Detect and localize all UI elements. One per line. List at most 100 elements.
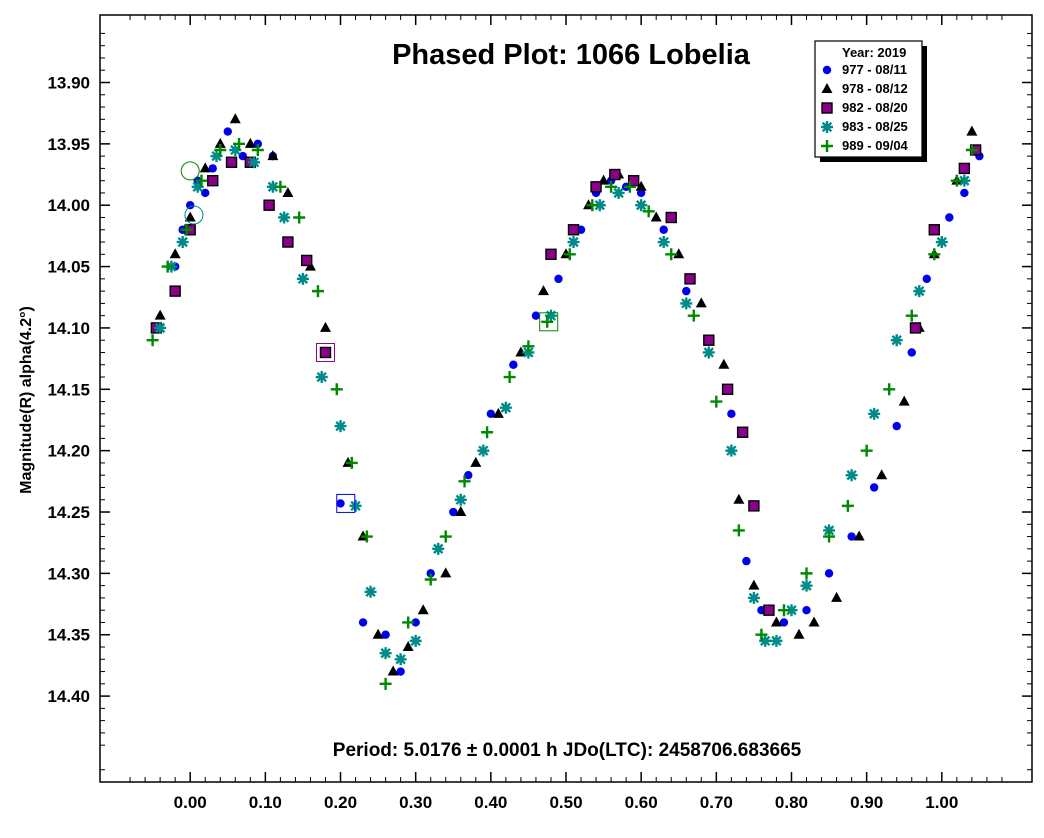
y-tick-label: 14.30 xyxy=(47,564,90,583)
data-point xyxy=(537,285,549,296)
data-point xyxy=(868,407,881,420)
data-point xyxy=(779,618,789,627)
data-point xyxy=(928,224,940,236)
plus-marker xyxy=(841,499,854,512)
data-point xyxy=(319,346,332,359)
data-point xyxy=(440,567,452,578)
data-point xyxy=(695,297,707,308)
data-point xyxy=(702,346,715,359)
data-point xyxy=(300,254,313,267)
data-point xyxy=(800,579,813,592)
legend-marker xyxy=(822,65,832,75)
data-point xyxy=(636,188,646,198)
triangle-marker xyxy=(853,530,865,541)
data-point xyxy=(823,524,836,537)
data-point xyxy=(687,309,700,322)
asterisk-marker xyxy=(499,401,512,414)
x-tick-label: 0.80 xyxy=(775,793,808,812)
data-point xyxy=(402,616,415,629)
asterisk-marker xyxy=(958,174,971,187)
asterisk-marker xyxy=(266,180,279,193)
square-marker xyxy=(609,168,621,181)
plus-marker xyxy=(439,530,452,543)
plus-marker xyxy=(905,309,918,322)
asterisk-marker xyxy=(544,309,557,322)
data-point xyxy=(567,224,580,236)
plus-marker xyxy=(883,383,896,396)
x-tick-label: 0.20 xyxy=(324,793,357,812)
data-point xyxy=(718,358,730,369)
plus-marker xyxy=(950,174,963,187)
triangle-marker xyxy=(184,211,196,222)
data-point xyxy=(396,667,405,676)
triangle-marker xyxy=(417,604,429,615)
y-tick-label: 13.90 xyxy=(47,73,90,92)
data-point xyxy=(364,585,377,598)
asterisk-marker xyxy=(349,499,362,512)
circle-marker xyxy=(381,630,390,639)
data-point xyxy=(470,456,482,467)
data-point xyxy=(214,137,226,148)
asterisk-marker xyxy=(935,236,948,249)
square-marker xyxy=(763,604,775,616)
circle-marker xyxy=(945,213,954,222)
triangle-marker xyxy=(169,248,181,259)
plus-marker xyxy=(755,628,768,641)
asterisk-marker xyxy=(315,371,328,384)
legend-marker xyxy=(821,140,833,152)
data-point xyxy=(950,174,963,187)
triangle-marker xyxy=(470,456,482,467)
circle-marker xyxy=(223,127,232,136)
asterisk-marker xyxy=(522,346,535,359)
data-point xyxy=(755,628,768,641)
asterisk-marker xyxy=(913,285,926,298)
data-point xyxy=(379,677,392,690)
legend-entry: 989 - 09/04 xyxy=(821,138,909,153)
plus-marker xyxy=(605,180,618,193)
square-marker xyxy=(590,181,602,193)
circle-marker xyxy=(253,139,263,149)
data-point xyxy=(522,346,535,359)
data-point xyxy=(360,530,373,543)
triangle-marker xyxy=(770,616,782,627)
data-point xyxy=(481,426,494,439)
circle-marker xyxy=(208,164,217,173)
triangle-marker xyxy=(793,628,805,639)
data-point xyxy=(966,125,978,136)
square-marker xyxy=(684,273,696,285)
data-point xyxy=(800,567,813,580)
data-point xyxy=(909,322,922,334)
x-tick-label: 0.10 xyxy=(249,793,282,812)
square-marker xyxy=(721,383,734,395)
data-point xyxy=(381,630,390,639)
plus-marker xyxy=(522,340,535,353)
plus-marker xyxy=(800,567,813,580)
circle-marker xyxy=(201,188,210,198)
data-point xyxy=(199,162,211,173)
data-point xyxy=(876,469,888,480)
plus-marker xyxy=(146,334,159,347)
data-point xyxy=(417,604,429,615)
data-point xyxy=(593,199,606,212)
data-point xyxy=(201,188,210,198)
circle-marker xyxy=(358,618,368,627)
asterisk-marker xyxy=(747,591,760,604)
data-point xyxy=(477,444,490,457)
data-point xyxy=(492,407,504,418)
circle-marker xyxy=(779,618,789,627)
triangle-marker xyxy=(214,137,226,148)
plus-marker xyxy=(687,309,700,322)
data-point xyxy=(345,456,358,469)
data-point xyxy=(793,628,805,639)
plus-marker xyxy=(330,383,343,396)
data-point xyxy=(928,248,941,261)
data-point xyxy=(958,162,971,175)
data-point xyxy=(853,530,865,541)
y-tick-label: 14.15 xyxy=(47,380,90,399)
data-point xyxy=(763,604,775,616)
legend-title: Year: 2019 xyxy=(842,45,906,60)
data-point xyxy=(802,605,811,615)
data-point xyxy=(208,164,217,173)
triangle-marker xyxy=(229,113,241,124)
